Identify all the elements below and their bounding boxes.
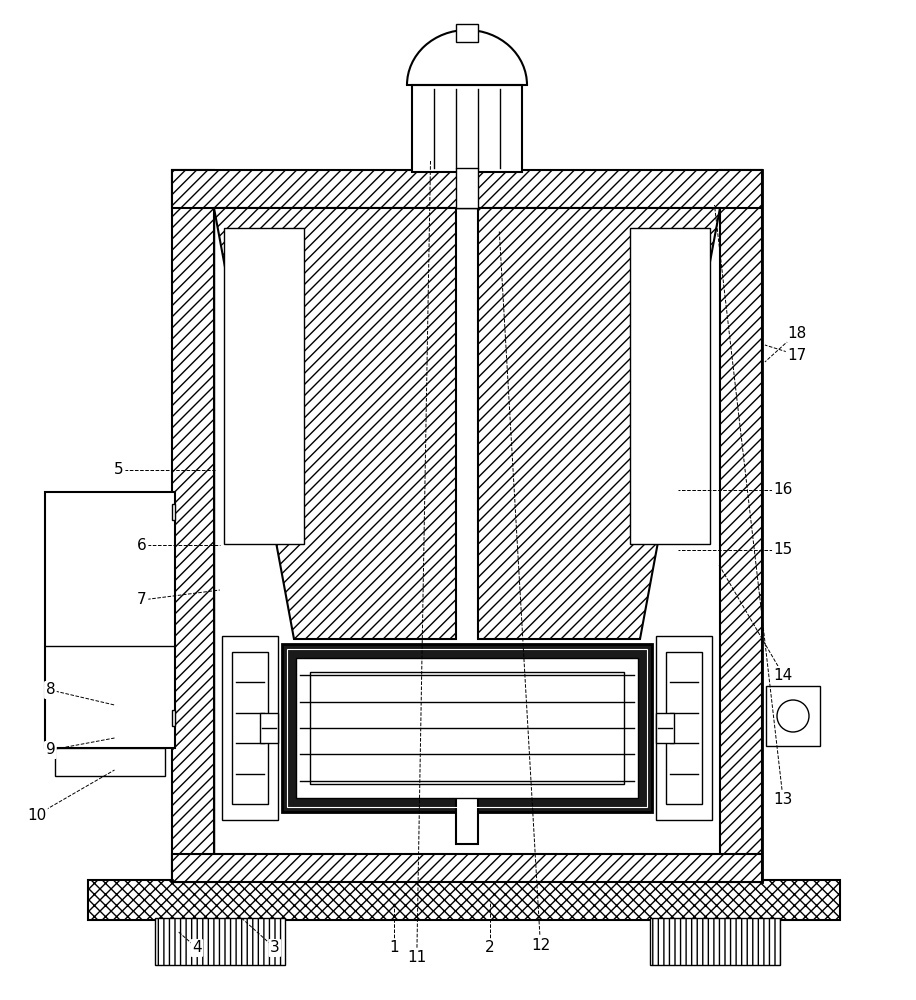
Bar [224, 228, 304, 544]
Text: 17: 17 [787, 348, 807, 362]
Text: 12: 12 [530, 938, 551, 952]
Text: 14: 14 [773, 668, 793, 682]
Text: 13: 13 [773, 792, 793, 808]
Polygon shape [214, 208, 456, 639]
Bar [296, 658, 638, 798]
Bar [766, 686, 820, 746]
Bar [260, 713, 278, 743]
Bar [172, 170, 214, 882]
Bar [172, 854, 762, 882]
Bar [650, 918, 780, 965]
Bar [45, 492, 175, 748]
Bar [88, 880, 840, 920]
Circle shape [777, 700, 809, 732]
Bar [282, 644, 652, 812]
Text: 16: 16 [773, 483, 793, 497]
Bar [456, 24, 478, 42]
Text: 18: 18 [787, 326, 807, 340]
Bar [155, 918, 285, 965]
Bar [214, 208, 720, 854]
Bar [287, 649, 647, 807]
Bar [310, 672, 624, 784]
Text: 11: 11 [407, 950, 427, 966]
Text: 1: 1 [389, 940, 398, 956]
Text: 2: 2 [485, 940, 495, 956]
Bar [720, 170, 762, 882]
Text: 4: 4 [192, 940, 202, 956]
Bar [656, 713, 674, 743]
Polygon shape [478, 208, 720, 639]
Bar [456, 659, 478, 844]
Bar [232, 652, 268, 804]
Text: 7: 7 [137, 592, 147, 607]
Bar [656, 636, 712, 820]
Bar [222, 636, 278, 820]
Bar [666, 652, 702, 804]
Bar [172, 504, 175, 520]
Bar [456, 168, 478, 208]
Bar [412, 85, 522, 172]
Text: 3: 3 [270, 940, 279, 956]
Bar [55, 748, 165, 776]
Bar [172, 710, 175, 726]
Bar [172, 170, 762, 208]
Text: 8: 8 [46, 682, 55, 698]
Bar [172, 170, 762, 882]
Bar [630, 228, 710, 544]
Text: 6: 6 [137, 538, 147, 552]
Text: 5: 5 [114, 462, 124, 478]
Text: 9: 9 [46, 742, 55, 758]
Text: 10: 10 [27, 808, 47, 822]
Text: 15: 15 [773, 542, 793, 558]
